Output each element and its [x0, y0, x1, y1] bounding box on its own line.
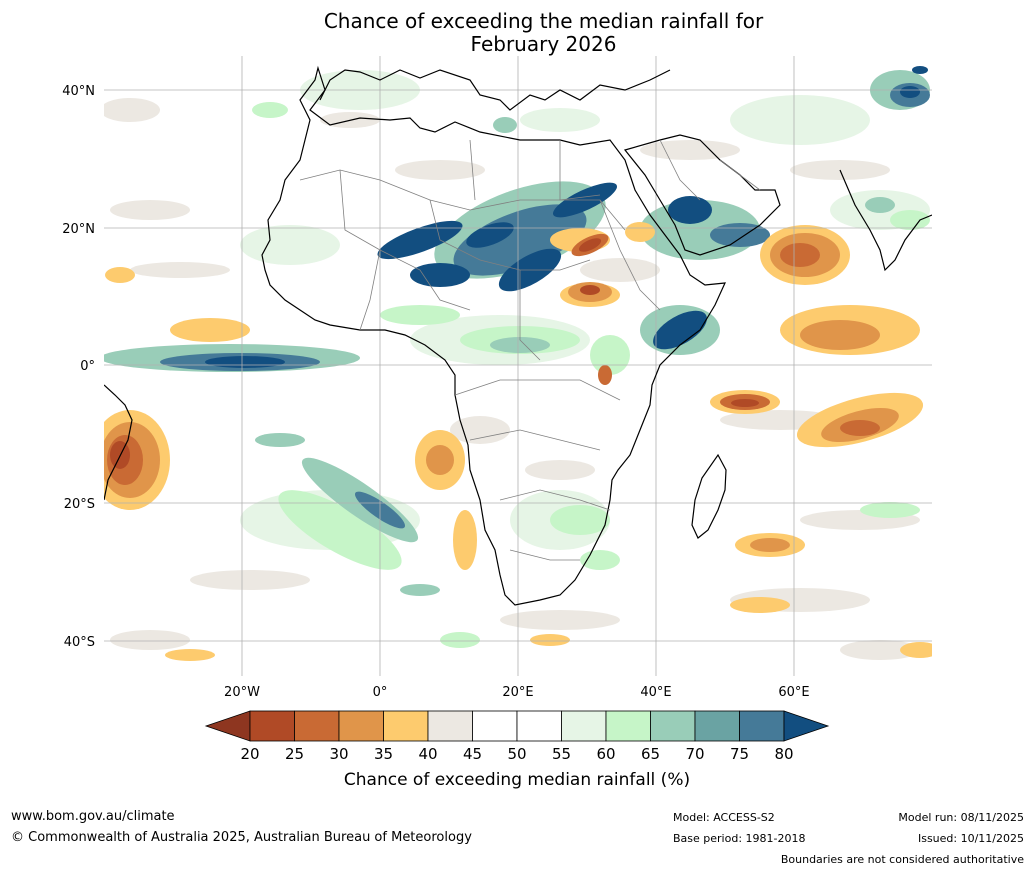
base-period-text: Base period: 1981-2018	[673, 832, 806, 845]
colorbar-segment	[294, 710, 340, 742]
title-line-1: Chance of exceeding the median rainfall …	[323, 9, 764, 33]
copyright-text: © Commonwealth of Australia 2025, Austra…	[11, 830, 472, 845]
arabia-coastline	[623, 134, 781, 256]
colorbar-segment	[338, 710, 384, 742]
colorbar-segment	[605, 710, 651, 742]
colorbar-tick: 75	[730, 745, 749, 763]
colorbar: 20 25 30 35 40 45 50 55 60 65 70 75 80 C…	[204, 710, 830, 790]
madagascar-coastline	[691, 453, 727, 539]
lat-label: 0°	[80, 359, 95, 374]
colorbar-tick: 40	[418, 745, 437, 763]
colorbar-extend-high	[783, 710, 830, 742]
colorbar-segment	[383, 710, 429, 742]
field-60-65	[252, 102, 930, 648]
website-link[interactable]: www.bom.gov.au/climate	[11, 809, 175, 824]
colorbar-tick: 70	[685, 745, 704, 763]
colorbar-tick: 35	[374, 745, 393, 763]
colorbar-extend-low	[204, 710, 251, 742]
south-america-coastline	[104, 384, 133, 501]
lat-label: 40°N	[62, 84, 95, 99]
colorbar-segment	[249, 710, 295, 742]
longitude-labels: 20°W 0° 20°E 40°E 60°E	[224, 685, 810, 700]
lat-label: 20°N	[62, 222, 95, 237]
colorbar-segment	[561, 710, 607, 742]
model-text: Model: ACCESS-S2	[673, 811, 775, 824]
title-line-2: February 2026	[470, 32, 617, 56]
lon-label: 20°E	[502, 685, 533, 700]
colorbar-tick: 30	[329, 745, 348, 763]
colorbar-tick: 20	[240, 745, 259, 763]
colorbar-title: Chance of exceeding median rainfall (%)	[344, 770, 690, 790]
europe-coastline	[319, 69, 671, 111]
colorbar-tick: 55	[552, 745, 571, 763]
lon-label: 0°	[373, 685, 388, 700]
colorbar-segment	[650, 710, 696, 742]
lat-label: 20°S	[64, 497, 95, 512]
colorbar-segment	[472, 710, 518, 742]
model-run-text: Model run: 08/11/2025	[898, 811, 1024, 824]
colorbar-ticks: 20 25 30 35 40 45 50 55 60 65 70 75 80	[240, 745, 793, 763]
lon-label: 20°W	[224, 685, 260, 700]
lat-label: 40°S	[64, 635, 95, 650]
colorbar-segment	[739, 710, 785, 742]
india-coastline	[839, 169, 932, 272]
colorbar-segment	[516, 710, 562, 742]
map-title: Chance of exceeding the median rainfall …	[0, 10, 1035, 56]
colorbar-segment	[427, 710, 473, 742]
latitude-labels: 40°N 20°N 0° 20°S 40°S	[62, 84, 95, 650]
lon-label: 40°E	[640, 685, 671, 700]
colorbar-tick: 80	[774, 745, 793, 763]
africa-coastline	[261, 65, 726, 606]
country-borders	[299, 139, 761, 561]
disclaimer-text: Boundaries are not considered authoritat…	[780, 853, 1024, 866]
colorbar-segment	[694, 710, 740, 742]
lon-label: 60°E	[778, 685, 809, 700]
colorbar-tick: 60	[596, 745, 615, 763]
colorbar-tick: 45	[463, 745, 482, 763]
gridlines	[104, 56, 932, 676]
colorbar-tick: 25	[285, 745, 304, 763]
rainfall-probability-field	[104, 56, 932, 676]
colorbar-tick: 50	[507, 745, 526, 763]
colorbar-tick: 65	[641, 745, 660, 763]
issued-text: Issued: 10/11/2025	[917, 832, 1024, 845]
